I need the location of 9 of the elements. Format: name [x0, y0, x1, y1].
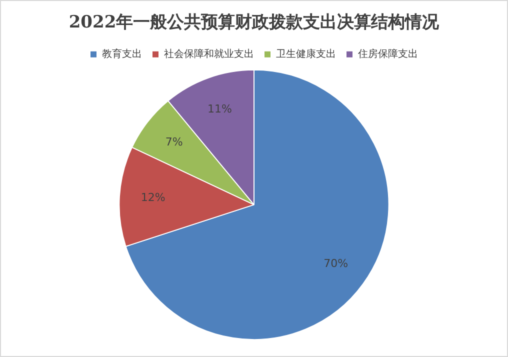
data-label: 11%	[208, 102, 232, 116]
data-label: 70%	[324, 256, 348, 270]
data-label: 7%	[165, 136, 183, 149]
data-label: 12%	[140, 191, 166, 204]
legend-label: 教育支出	[102, 48, 142, 60]
legend-label: 社会保障和就业支出	[164, 48, 254, 60]
legend-label: 卫生健康支出	[276, 48, 336, 60]
legend-label: 住房保障支出	[358, 48, 418, 60]
chart-title: 2022年一般公共预算财政拨款支出决算结构情况	[68, 12, 440, 33]
